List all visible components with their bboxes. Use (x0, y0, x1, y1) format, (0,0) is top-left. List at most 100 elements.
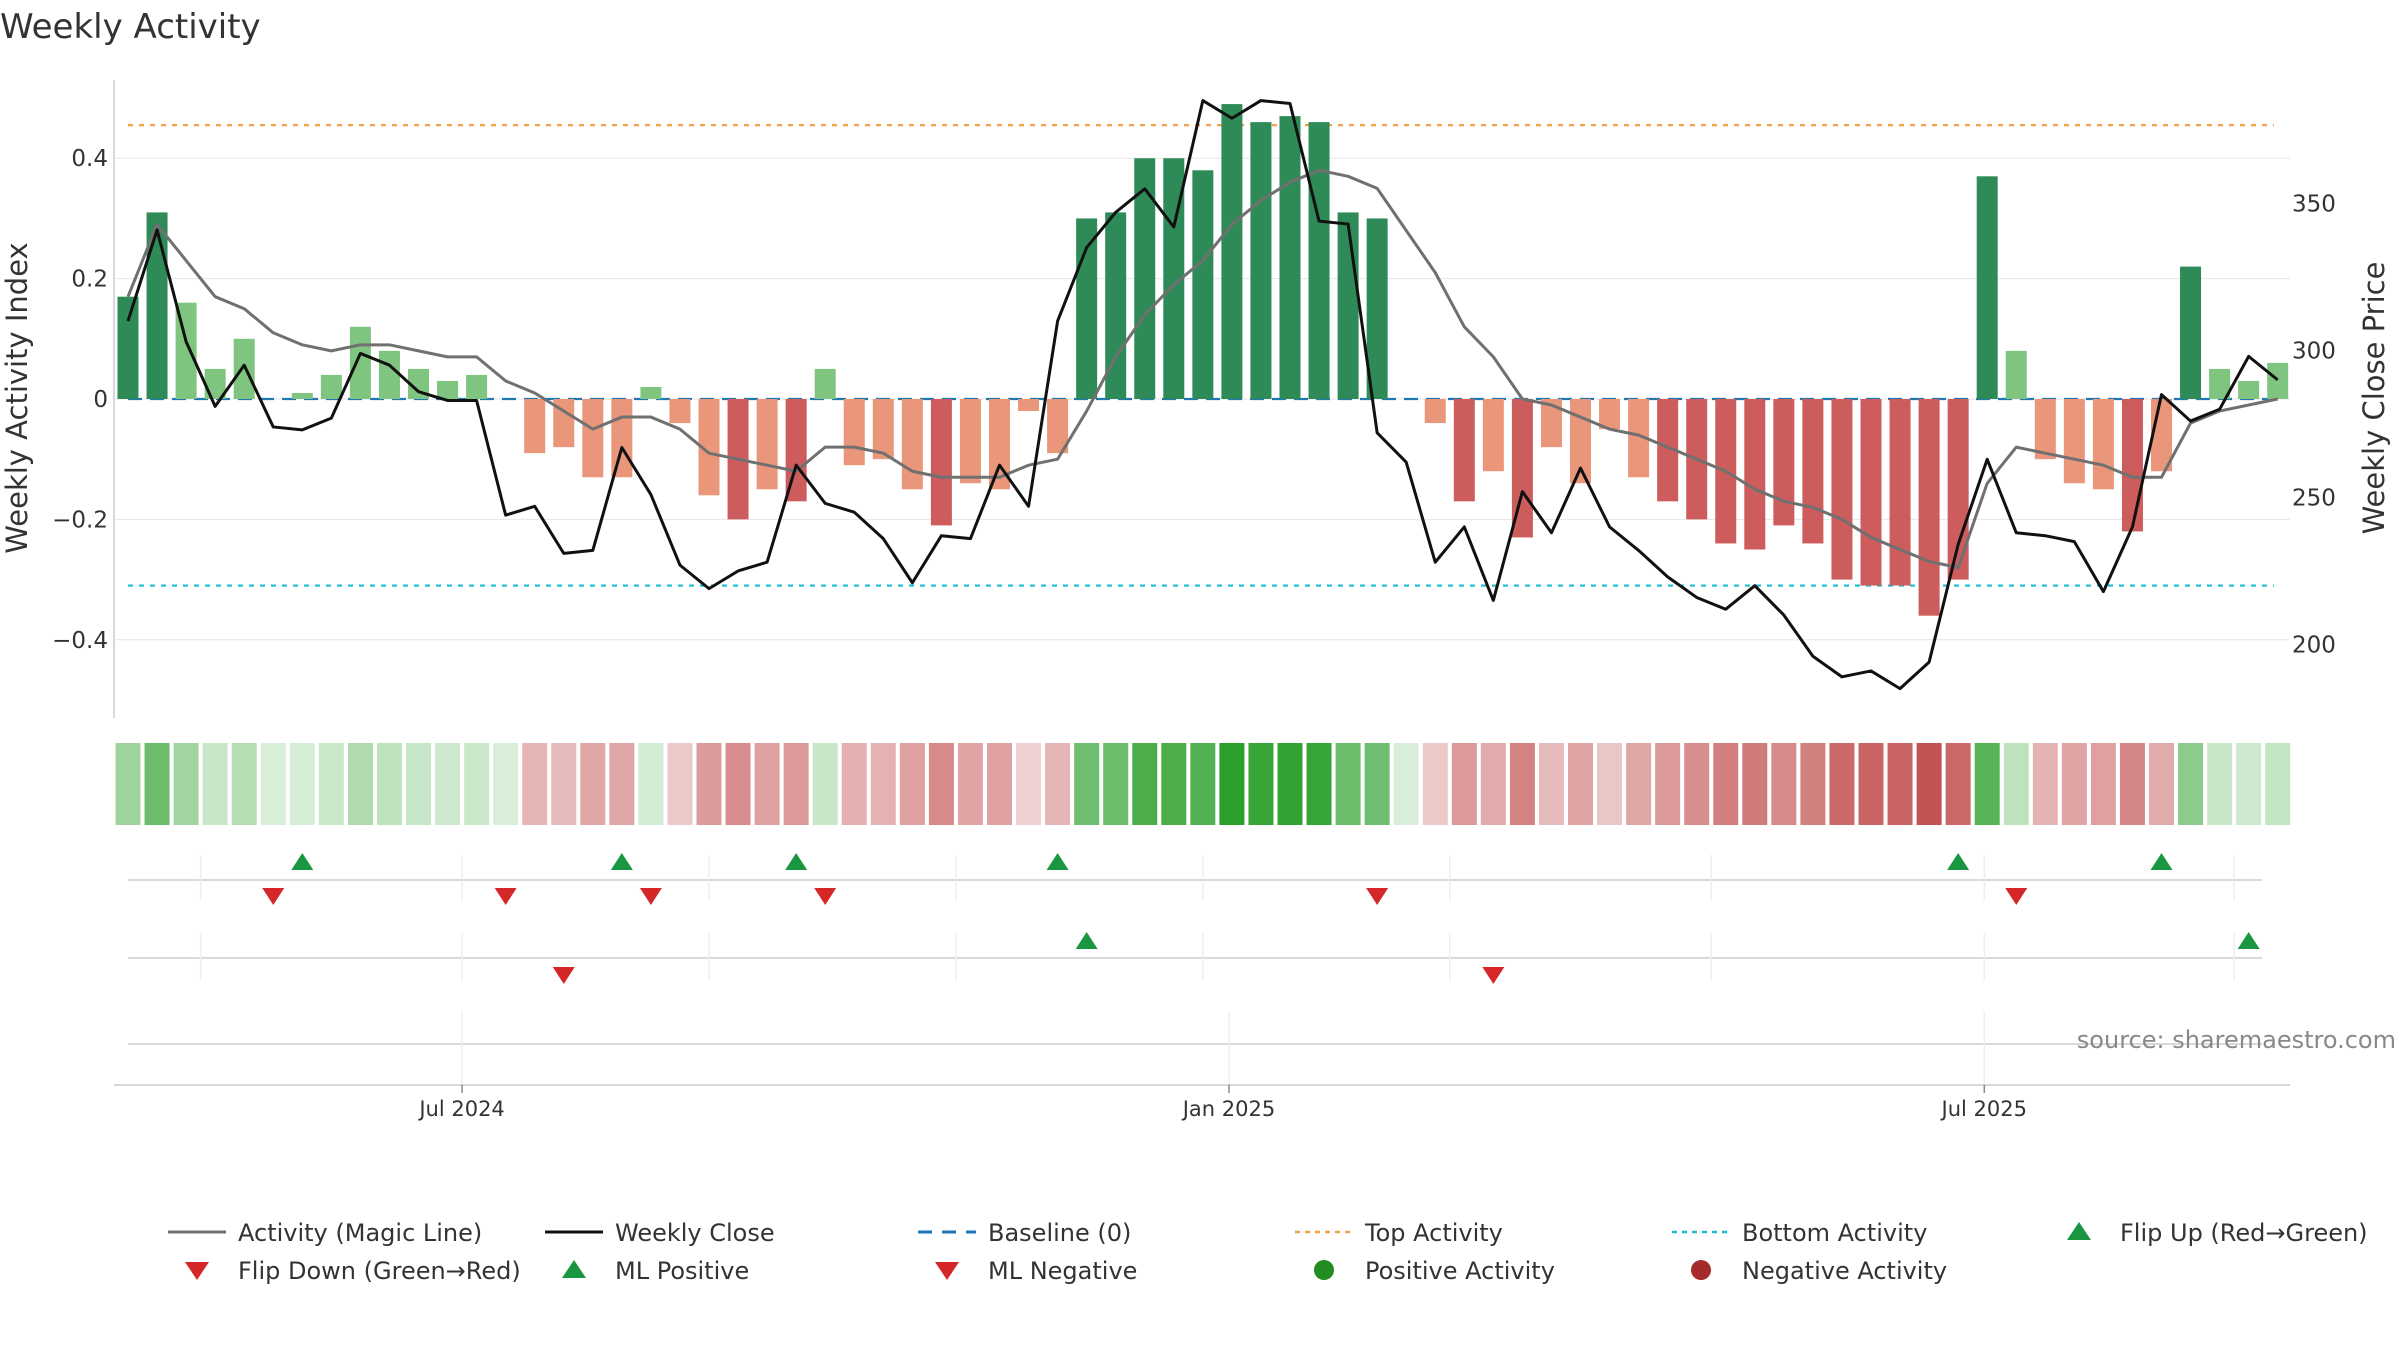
activity-bar (1773, 399, 1795, 526)
heat-strip-cell (493, 743, 519, 825)
flip-up-marker (785, 853, 808, 870)
flip-down-marker (1366, 888, 1389, 905)
activity-bar (698, 399, 720, 496)
right-axis-ticks: 350 300 250 200 (2292, 191, 2336, 658)
heat-strip-cell (2061, 743, 2087, 825)
legend-item-flip-up: Flip Up (Red→Green) (2067, 1219, 2368, 1247)
activity-bar (1453, 399, 1475, 502)
legend-label: Positive Activity (1365, 1257, 1555, 1285)
activity-bar (1976, 176, 1998, 399)
activity-bar (408, 368, 429, 399)
activity-bar (1366, 218, 1388, 399)
y2-axis-label: Weekly Close Price (2357, 262, 2391, 535)
activity-bar (1802, 399, 1824, 544)
heat-strip-cell (347, 743, 373, 825)
legend-label: Baseline (0) (988, 1219, 1131, 1247)
heat-strip-cell (376, 743, 402, 825)
heat-strip-cell (173, 743, 199, 825)
activity-bar (814, 368, 836, 399)
activity-bar (756, 399, 778, 490)
activity-bar (2209, 368, 2231, 399)
legend-label: Activity (Magic Line) (238, 1219, 482, 1247)
heat-strip-cell (551, 743, 577, 825)
y-tick-label: 0.2 (71, 267, 108, 293)
activity-bar (1192, 170, 1214, 399)
heat-strip-cell (2265, 743, 2291, 825)
legend-label: ML Positive (615, 1257, 749, 1285)
heat-strip-cell (1161, 743, 1187, 825)
activity-bar (117, 296, 139, 399)
activity-bar (1947, 399, 1969, 580)
legend-label: ML Negative (988, 1257, 1137, 1285)
activity-bar (1831, 399, 1853, 580)
heat-strip-cell (2119, 743, 2145, 825)
activity-bar (233, 338, 255, 399)
activity-bar (1860, 399, 1882, 586)
activity-bar (1279, 116, 1301, 399)
weekly-close-line (126, 99, 2279, 691)
heat-strip-cell (260, 743, 286, 825)
heat-strip-cell (1393, 743, 1419, 825)
heat-strip-cell (1974, 743, 2000, 825)
flip-down-marker (2005, 888, 2028, 905)
activity-bar (1221, 104, 1243, 399)
activity-bar (843, 399, 865, 466)
legend-item-bottom: Bottom Activity (1672, 1219, 1927, 1247)
activity-bar (1424, 399, 1446, 424)
heat-strip-cell (609, 743, 635, 825)
activity-bar (1018, 399, 1040, 412)
activity-bar (872, 399, 894, 460)
legend-item-baseline: Baseline (0) (918, 1219, 1131, 1247)
heat-strip-cell (667, 743, 693, 825)
legend-swatch (185, 1262, 209, 1280)
magic-line (126, 168, 2279, 570)
activity-bar (1889, 399, 1911, 586)
heat-strip-cell (1655, 743, 1681, 825)
heat-strip-cell (522, 743, 548, 825)
x-tick-label: Jan 2025 (1181, 1097, 1276, 1121)
heat-strip-cell (1858, 743, 1884, 825)
activity-bar (2005, 350, 2027, 399)
source-label: source: sharemaestro.com (2077, 1026, 2396, 1054)
heat-strip-cell (2207, 743, 2233, 825)
y2-tick-label: 250 (2292, 485, 2336, 511)
flip-down-marker (494, 888, 517, 905)
legend-swatch (935, 1262, 959, 1280)
heat-strip-cell (1509, 743, 1535, 825)
activity-bar (1657, 399, 1679, 502)
activity-bar (611, 399, 633, 478)
heat-strip-cell (1132, 743, 1158, 825)
flip-up-marker (1046, 853, 1069, 870)
heat-strip-cell (870, 743, 896, 825)
heat-strip-cell (2090, 743, 2116, 825)
activity-bar (349, 326, 371, 399)
heat-strip-cell (1103, 743, 1129, 825)
activity-bar (378, 350, 400, 399)
activity-bar (582, 399, 604, 478)
heat-strip-cell (638, 743, 664, 825)
heat-strip-cell (1219, 743, 1245, 825)
heat-strip-cell (406, 743, 431, 825)
heat-strip-cell (841, 743, 867, 825)
activity-bar (1599, 399, 1621, 430)
heat-strip-cell (1364, 743, 1390, 825)
flip-up-marker (2150, 853, 2173, 870)
x-tick-label: Jul 2024 (417, 1097, 504, 1121)
heat-strip-cell (1568, 743, 1593, 825)
heat-strip-cell (202, 743, 228, 825)
heat-strip-cell (2032, 743, 2058, 825)
heat-strip-cell (1684, 743, 1710, 825)
activity-bar (1047, 399, 1069, 454)
legend-label: Flip Up (Red→Green) (2120, 1219, 2368, 1247)
legend-label: Flip Down (Green→Red) (238, 1257, 521, 1285)
activity-bar (1744, 399, 1766, 550)
heat-strip-cell (1045, 743, 1071, 825)
heat-strip-cell (1771, 743, 1797, 825)
y-tick-label: −0.4 (52, 628, 108, 654)
activity-bar (959, 399, 981, 484)
ml-positive-marker (2237, 932, 2260, 949)
legend-item-top: Top Activity (1295, 1219, 1503, 1247)
activity-bar (320, 374, 342, 399)
activity-bar (785, 399, 807, 502)
